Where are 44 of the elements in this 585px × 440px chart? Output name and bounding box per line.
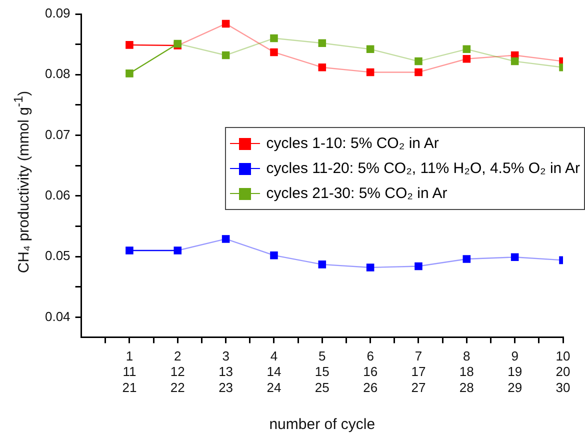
point — [270, 34, 278, 42]
point — [318, 39, 326, 47]
point — [126, 246, 134, 254]
point — [222, 235, 230, 243]
x-tick-label: 2 12 22 — [170, 348, 185, 395]
point — [126, 41, 134, 49]
point — [174, 246, 182, 254]
y-tick-label: 0.09 — [44, 6, 70, 21]
point — [414, 68, 422, 76]
x-axis-title: number of cycle — [269, 416, 376, 434]
point — [462, 255, 471, 263]
point — [126, 70, 134, 78]
point — [414, 57, 422, 66]
y-tick-label: 0.04 — [44, 308, 70, 324]
x-tick-label: 7 17 27 — [411, 348, 426, 395]
point — [222, 20, 230, 28]
x-tick-label: 4 14 24 — [266, 348, 282, 395]
point — [366, 45, 374, 54]
point — [510, 57, 519, 66]
y-tick-label: 0.06 — [44, 187, 70, 202]
legend-label: cycles 21-30: 5% CO₂ in Ar — [266, 184, 448, 204]
point — [270, 251, 278, 260]
legend-label: cycles 1-10: 5% CO₂ in Ar — [266, 134, 439, 154]
point — [366, 264, 374, 272]
point — [510, 253, 519, 262]
y-tick-label: 0.07 — [44, 126, 70, 142]
x-tick-label: 1 11 21 — [122, 348, 137, 395]
point — [462, 45, 471, 54]
point — [462, 54, 471, 63]
x-tick-label: 5 15 25 — [314, 348, 330, 395]
x-tick-label: 10 20 30 — [556, 348, 570, 395]
point — [366, 68, 374, 76]
point — [318, 63, 326, 72]
x-tick-label: 3 13 23 — [218, 348, 234, 395]
point — [414, 262, 422, 270]
y-tick-label: 0.05 — [44, 248, 70, 264]
y-tick-label: 0.08 — [44, 66, 70, 82]
point — [318, 260, 326, 268]
point — [270, 48, 278, 56]
x-tick-label: 6 16 26 — [363, 348, 378, 395]
point — [222, 51, 230, 60]
x-tick-label: 9 19 29 — [508, 348, 522, 395]
x-tick-label: 8 18 28 — [459, 348, 474, 395]
legend-label: cycles 11-20: 5% CO₂, 11% H₂O, 4.5% O₂ in Ar — [266, 159, 580, 179]
